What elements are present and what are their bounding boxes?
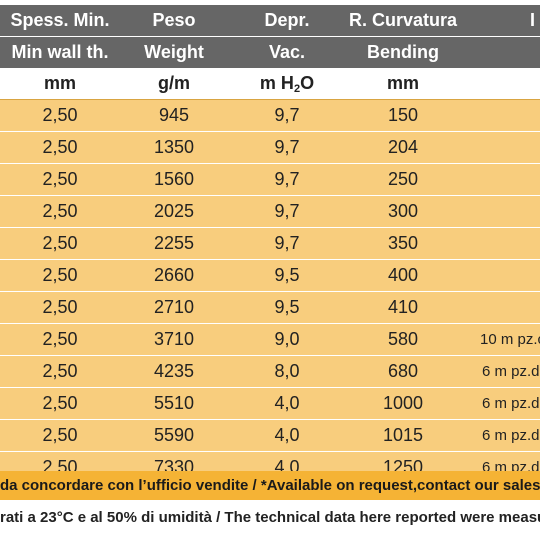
unit-vacuum-prefix: m H bbox=[259, 73, 294, 93]
cell-packaging bbox=[460, 164, 540, 195]
cell-vacuum: 9,7 bbox=[274, 137, 300, 157]
unit-wall-thickness: mm bbox=[43, 73, 76, 93]
cell-weight: 1560 bbox=[153, 169, 195, 189]
table-row: 2,50 2255 9,7 350 bbox=[0, 227, 540, 259]
cell-vacuum: 9,7 bbox=[274, 201, 300, 221]
header-row-english: Min wall th. Weight Vac. Bending bbox=[0, 37, 540, 68]
cell-packaging bbox=[460, 196, 540, 227]
header-row-italian: Spess. Min. Peso Depr. R. Curvatura I bbox=[0, 5, 540, 36]
cell-weight: 2660 bbox=[153, 265, 195, 285]
table-row: 2,50 2710 9,5 410 bbox=[0, 291, 540, 323]
conditions-note: rati a 23°C e al 50% di umidità / The te… bbox=[0, 503, 540, 532]
unit-bending: mm bbox=[386, 73, 419, 93]
cell-vacuum: 4,0 bbox=[274, 393, 300, 413]
cell-weight: 1350 bbox=[153, 137, 195, 157]
cell-weight: 2025 bbox=[153, 201, 195, 221]
cell-bending: 1000 bbox=[382, 393, 424, 413]
cell-wall-thickness: 2,50 bbox=[42, 361, 78, 381]
table-row: 2,50 1350 9,7 204 bbox=[0, 131, 540, 163]
cell-weight: 4235 bbox=[153, 361, 195, 381]
cell-packaging bbox=[460, 100, 540, 131]
cell-weight: 945 bbox=[158, 105, 190, 125]
table-row: 2,50 945 9,7 150 bbox=[0, 100, 540, 131]
header-wall-thickness-it: Spess. Min. bbox=[10, 10, 110, 30]
header-weight-it: Peso bbox=[152, 10, 196, 30]
cell-vacuum: 9,7 bbox=[274, 105, 300, 125]
cell-vacuum: 4,0 bbox=[274, 425, 300, 445]
cell-bending: 680 bbox=[387, 361, 419, 381]
cell-packaging bbox=[460, 292, 540, 323]
table-row: 2,50 4235 8,0 680 6 m pz.d bbox=[0, 355, 540, 387]
cell-vacuum: 9,7 bbox=[274, 233, 300, 253]
unit-vacuum-suffix: O bbox=[300, 73, 315, 93]
cell-weight: 2710 bbox=[153, 297, 195, 317]
table-row: 2,50 5510 4,0 1000 6 m pz.d bbox=[0, 387, 540, 419]
header-bending-it: R. Curvatura bbox=[348, 10, 458, 30]
cell-packaging bbox=[460, 228, 540, 259]
unit-vacuum: m H2O bbox=[228, 68, 346, 99]
cell-wall-thickness: 2,50 bbox=[42, 201, 78, 221]
cell-vacuum: 9,5 bbox=[274, 265, 300, 285]
cell-vacuum: 8,0 bbox=[274, 361, 300, 381]
cell-packaging bbox=[460, 132, 540, 163]
cell-wall-thickness: 2,50 bbox=[42, 233, 78, 253]
data-table-body: 2,50 945 9,7 150 2,50 1350 9,7 204 2,50 … bbox=[0, 100, 540, 483]
cell-wall-thickness: 2,50 bbox=[42, 105, 78, 125]
cell-wall-thickness: 2,50 bbox=[42, 329, 78, 349]
cell-bending: 150 bbox=[387, 105, 419, 125]
cell-packaging bbox=[460, 260, 540, 291]
cell-bending: 410 bbox=[387, 297, 419, 317]
cell-wall-thickness: 2,50 bbox=[42, 169, 78, 189]
cell-vacuum: 9,0 bbox=[274, 329, 300, 349]
cell-bending: 250 bbox=[387, 169, 419, 189]
cell-weight: 5510 bbox=[153, 393, 195, 413]
cell-packaging: 6 m pz.d bbox=[482, 427, 540, 444]
cell-packaging: 10 m pz.c bbox=[480, 331, 540, 348]
header-extra-it: I bbox=[530, 10, 536, 30]
cell-wall-thickness: 2,50 bbox=[42, 297, 78, 317]
cell-bending: 400 bbox=[387, 265, 419, 285]
cell-weight: 3710 bbox=[153, 329, 195, 349]
cell-bending: 1015 bbox=[382, 425, 424, 445]
header-vacuum-it: Depr. bbox=[264, 10, 310, 30]
cell-bending: 580 bbox=[387, 329, 419, 349]
availability-note: da concordare con l’ufficio vendite / *A… bbox=[0, 471, 540, 500]
availability-note-text: da concordare con l’ufficio vendite / *A… bbox=[0, 477, 540, 494]
cell-bending: 300 bbox=[387, 201, 419, 221]
cell-vacuum: 9,5 bbox=[274, 297, 300, 317]
cell-vacuum: 9,7 bbox=[274, 169, 300, 189]
header-weight-en: Weight bbox=[144, 42, 204, 62]
conditions-note-text: rati a 23°C e al 50% di umidità / The te… bbox=[0, 509, 540, 526]
cell-wall-thickness: 2,50 bbox=[42, 393, 78, 413]
units-row: mm g/m m H2O mm bbox=[0, 68, 540, 100]
cell-packaging: 6 m pz.d bbox=[482, 363, 540, 380]
table-row: 2,50 5590 4,0 1015 6 m pz.d bbox=[0, 419, 540, 451]
table-row: 2,50 3710 9,0 580 10 m pz.c bbox=[0, 323, 540, 355]
unit-vacuum-subscript: 2 bbox=[293, 83, 301, 95]
cell-bending: 350 bbox=[387, 233, 419, 253]
cell-wall-thickness: 2,50 bbox=[42, 137, 78, 157]
cell-weight: 2255 bbox=[153, 233, 195, 253]
table-row: 2,50 2660 9,5 400 bbox=[0, 259, 540, 291]
cell-packaging: 6 m pz.d bbox=[482, 395, 540, 412]
table-row: 2,50 1560 9,7 250 bbox=[0, 163, 540, 195]
header-wall-thickness-en: Min wall th. bbox=[11, 42, 109, 62]
cell-wall-thickness: 2,50 bbox=[42, 265, 78, 285]
unit-weight: g/m bbox=[157, 73, 190, 93]
cell-bending: 204 bbox=[387, 137, 419, 157]
header-bending-en: Bending bbox=[367, 42, 439, 62]
table-row: 2,50 2025 9,7 300 bbox=[0, 195, 540, 227]
cell-weight: 5590 bbox=[153, 425, 195, 445]
cell-wall-thickness: 2,50 bbox=[42, 425, 78, 445]
header-vacuum-en: Vac. bbox=[268, 42, 306, 62]
